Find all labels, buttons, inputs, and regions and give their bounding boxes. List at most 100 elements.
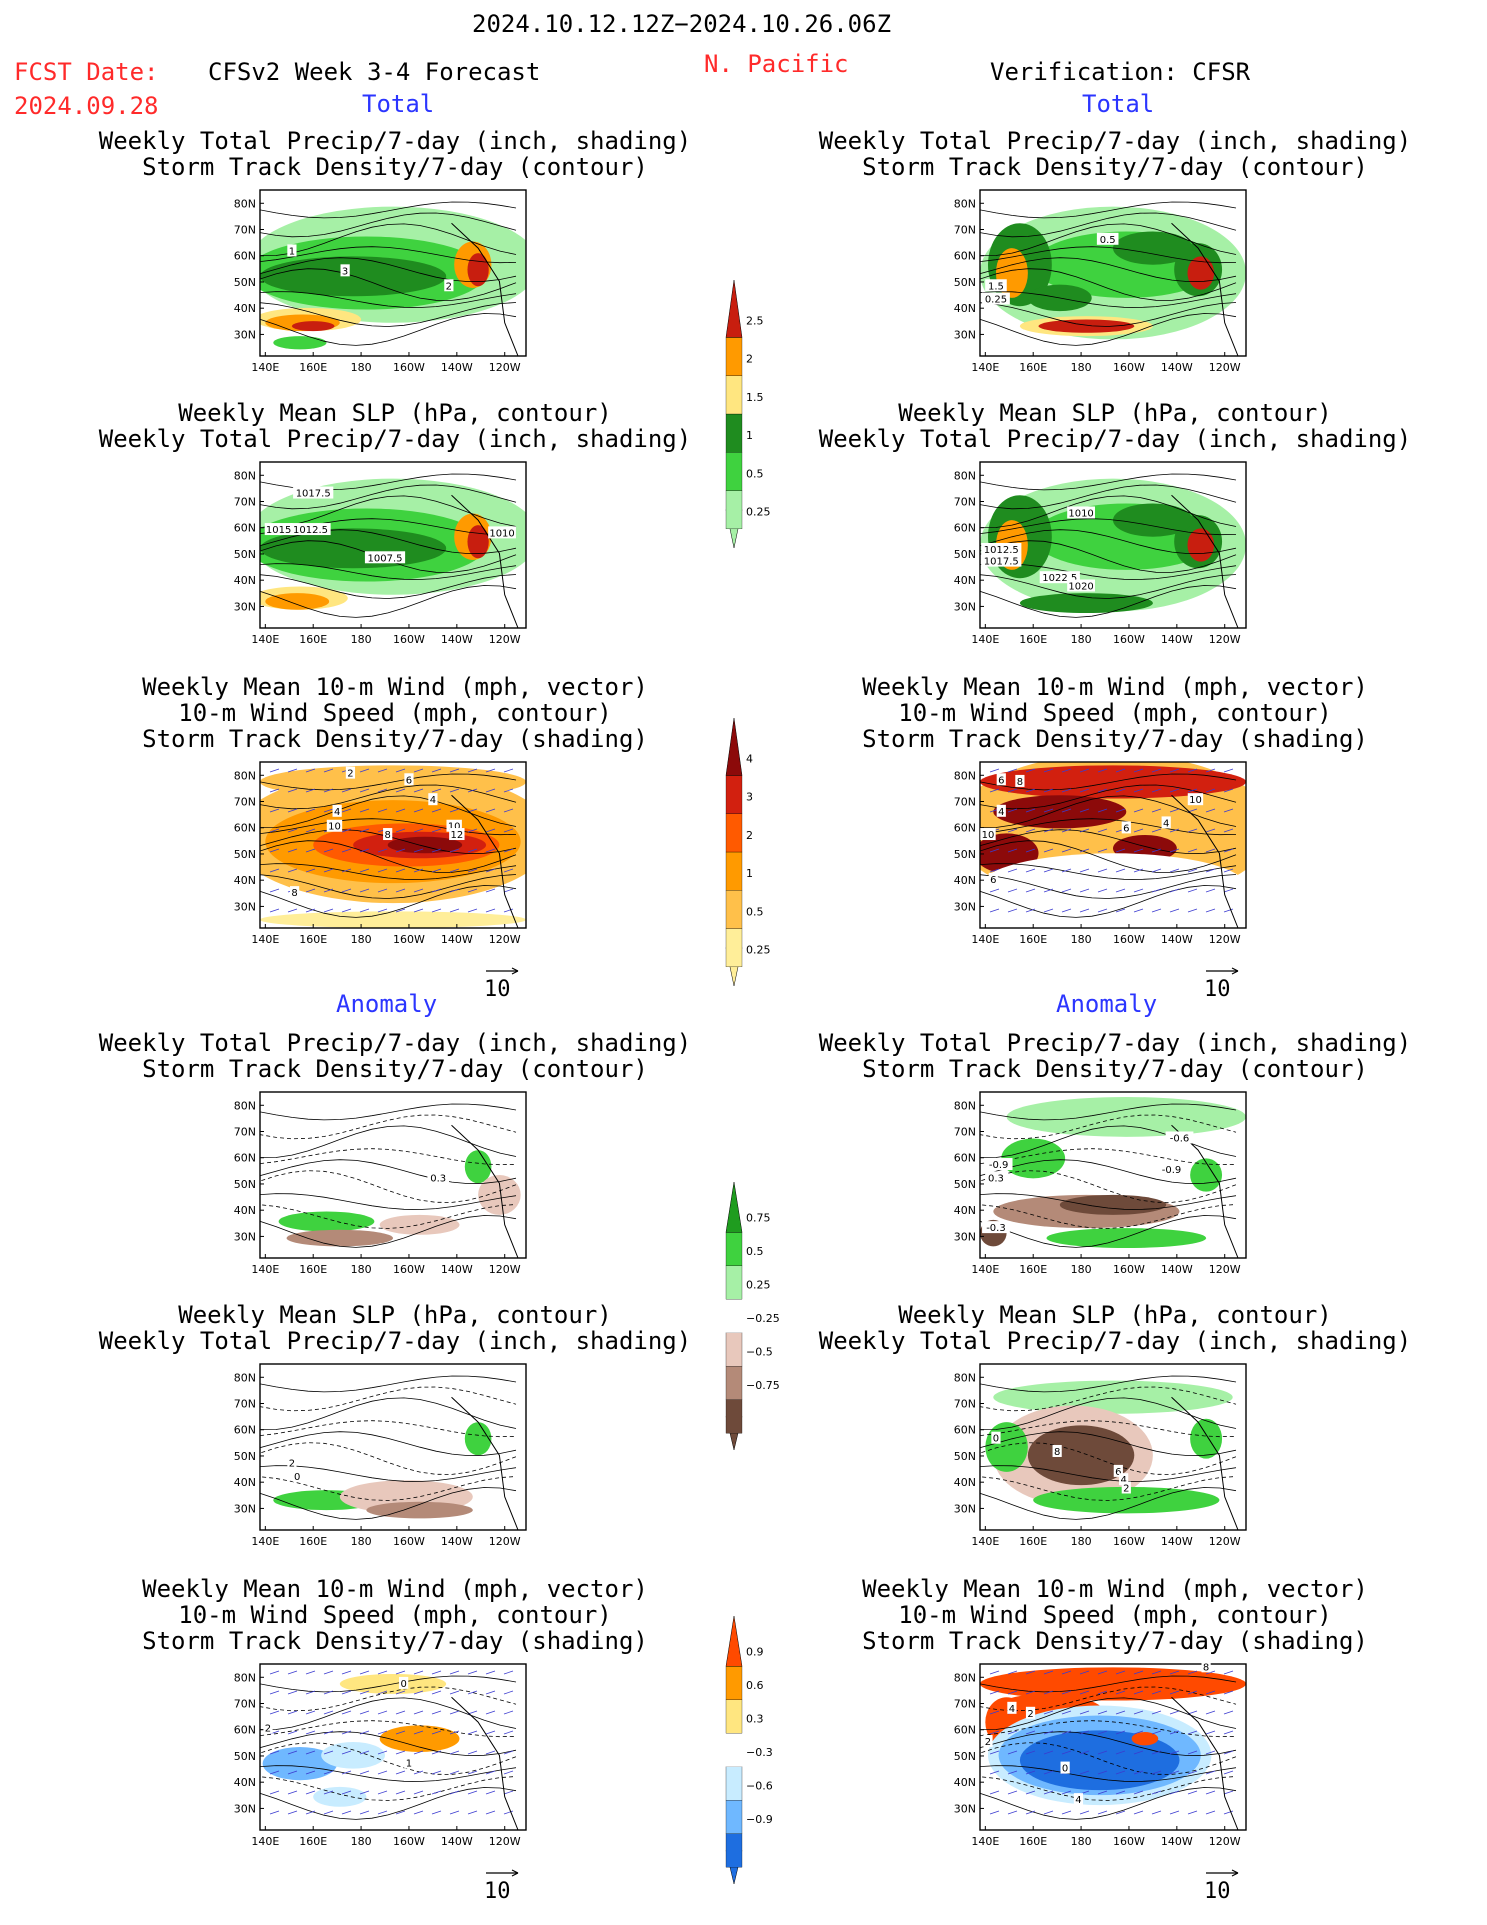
wind-vector [449,1790,460,1795]
wind-vector [1187,888,1198,893]
map-svg: 80N 70N 60N 50N 40N 30N 140E 160E 180 160W 140W 120… [234,1091,527,1276]
contour-line [980,201,1237,219]
map-panel-cfsr-total-wind: 80N 70N 60N 50N 40N 30N 140E 160E 180 160W 140W 120… [930,756,1260,962]
wind-vector [359,1690,370,1695]
contour-line [980,1787,1237,1820]
colorbar-segment [725,279,743,338]
wind-vector [1061,1810,1072,1815]
wind-vector [395,808,406,813]
lon-tick-label: 140E [971,1835,999,1848]
title-line: Weekly Total Precip/7-day (inch, shading… [98,425,692,453]
lat-tick-label: 80N [234,1099,256,1112]
contour-line [980,1103,1237,1121]
wind-vector [323,1730,334,1735]
colorbar-segment [725,1766,743,1801]
wind-vector [395,1710,406,1715]
contour-line [980,1170,1237,1203]
contour-line [260,529,517,555]
wind-vector [989,1810,1000,1815]
wind-vector [503,828,514,833]
time-range-title: 2024.10.12.12Z−2024.10.26.06Z [472,10,892,38]
wind-vector [1007,1790,1018,1795]
lat-tick-label: 70N [954,796,976,809]
wind-vector [1223,1710,1234,1715]
lat-tick-label: 40N [954,1204,976,1217]
wind-vector [1205,1690,1216,1695]
shading-region [1113,503,1193,537]
wind-vector [1007,1670,1018,1675]
contour-line [260,840,517,873]
wind-vector [1097,828,1108,833]
wind-vector [305,1810,316,1815]
shading-region [1131,1732,1159,1746]
wind-vector [1205,828,1216,833]
lat-tick-label: 40N [954,574,976,587]
colorbar-segment [725,1833,743,1868]
shading-region [1059,1194,1167,1215]
wind-vector [287,768,298,773]
wind-vector [395,1770,406,1775]
contour-label-bg [1121,1481,1131,1494]
contour-label: 8 [384,830,390,841]
wind-vector [1223,1670,1234,1675]
contour-label-bg [364,551,406,564]
contour-line [260,302,517,327]
contour-label-bg [1119,1473,1129,1486]
shading-layer [980,201,1246,356]
wind-vector [1097,1770,1108,1775]
lon-tick-label: 160W [393,633,425,646]
wind-vector [287,828,298,833]
contour-label: 1022.5 [1042,573,1077,584]
map-panel-cfsr-anom-precip: 80N 70N 60N 50N 40N 30N 140E 160E 180 160W 140W 120… [930,1086,1260,1292]
shading-region [321,1742,386,1769]
wind-vector [413,808,424,813]
wind-vector [1025,848,1036,853]
wind-vector [413,1710,424,1715]
title-line: Weekly Total Precip/7-day (inch, shading… [818,127,1412,155]
title-R4: Weekly Total Precip/7-day (inch, shading… [815,1030,1415,1082]
wind-vector [503,1790,514,1795]
lon-tick-label: 160E [299,933,327,946]
wind-vector [503,1730,514,1735]
wind-vector [1169,848,1180,853]
wind-vector [989,768,1000,773]
wind-vector [431,1710,442,1715]
wind-vector [449,1670,460,1675]
wind-vector [431,868,442,873]
wind-vector [1169,1750,1180,1755]
lon-tick-label: 160E [299,1835,327,1848]
wind-vector [431,1730,442,1735]
contour-line [980,1731,1237,1757]
wind-vector [341,1750,352,1755]
wind-vector [1187,1790,1198,1795]
wind-vector [305,828,316,833]
title-L5: Weekly Mean SLP (hPa, contour) Weekly To… [95,1302,695,1354]
contour-label: 1017.5 [984,557,1019,568]
wind-vector [1169,888,1180,893]
contour-label-bg [292,1469,302,1482]
contour-label-bg [444,279,454,292]
title-line: Weekly Mean 10-m Wind (mph, vector) [142,1575,648,1603]
wind-vector [467,888,478,893]
lat-tick-label: 50N [234,1178,256,1191]
wind-vector [485,1750,496,1755]
contour-label-bg [1161,816,1171,829]
wind-vector [1043,1690,1054,1695]
wind-vector [413,848,424,853]
wind-vector [1133,828,1144,833]
wind-vector [1061,828,1072,833]
verification-label: Verification: CFSR [990,58,1251,86]
contour-line [260,484,517,510]
contour-label-bg [991,1431,1001,1444]
wind-vector [1043,868,1054,873]
shading-region [478,1175,521,1215]
contour-line [260,1442,517,1475]
wind-vector [989,888,1000,893]
wind-vector [1079,1730,1090,1735]
wind-vector [1151,908,1162,913]
wind-vector [323,848,334,853]
contour-label-bg [488,526,516,539]
contour-line [980,540,1237,573]
wind-vector [1097,888,1108,893]
lon-tick-label: 120W [489,361,521,374]
